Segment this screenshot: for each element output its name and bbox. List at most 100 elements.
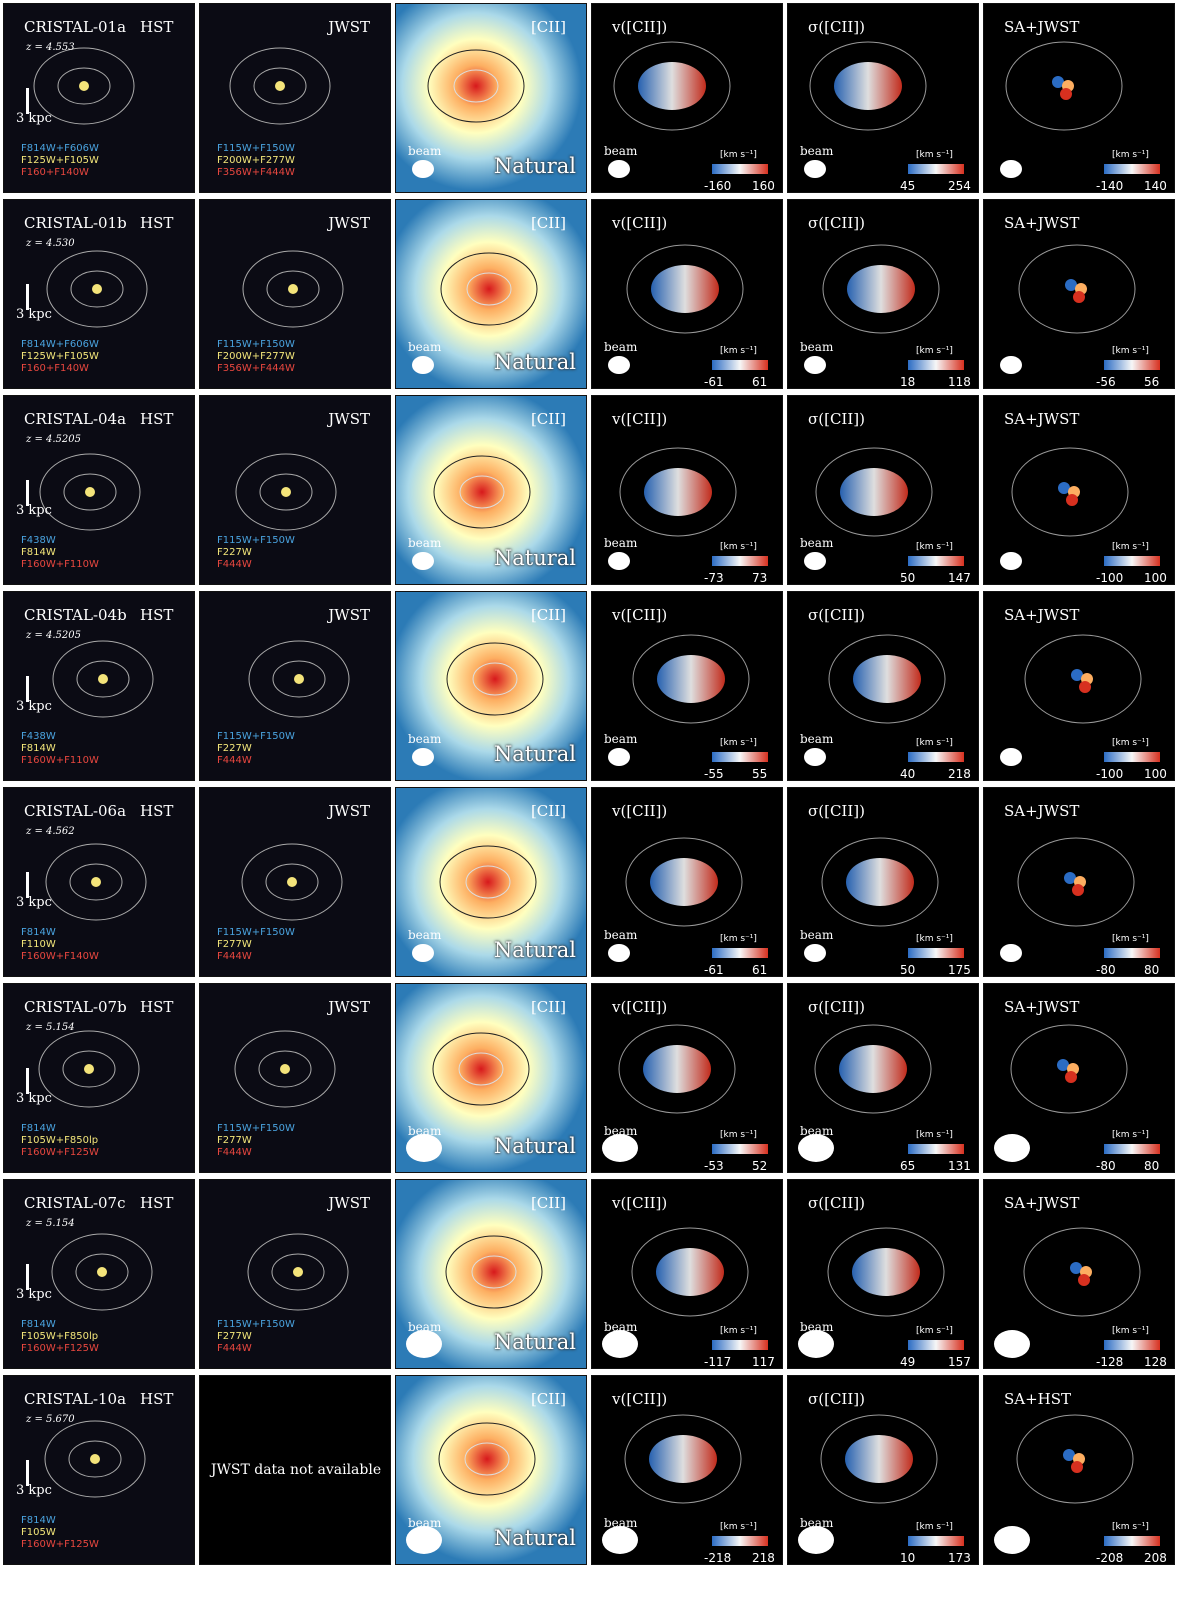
cii-panel: [CII] beam Natural: [395, 1375, 587, 1565]
beam-ellipse: [602, 1330, 638, 1358]
vel-panel: v([CII]) beam [km s⁻¹] -53 52: [591, 983, 783, 1173]
hst-map: [4, 788, 194, 976]
filter-label: F115W+F150W: [217, 1123, 295, 1134]
colorbar-unit: [km s⁻¹]: [916, 346, 953, 356]
colorbar-unit: [km s⁻¹]: [916, 738, 953, 748]
colorbar-max: 55: [752, 767, 768, 781]
colorbar: [1104, 1144, 1160, 1154]
colorbar-min: 10: [900, 1551, 916, 1565]
colorbar-max: 128: [1144, 1355, 1167, 1369]
beam-label: beam: [800, 536, 834, 550]
filter-label: F115W+F150W: [217, 927, 295, 938]
redshift: z = 4.5205: [26, 434, 81, 445]
beam-label: beam: [604, 732, 638, 746]
instrument-label: HST: [140, 998, 174, 1016]
cii-panel: [CII] beam Natural: [395, 591, 587, 781]
galaxy-name: CRISTAL-01a: [24, 18, 127, 36]
colorbar-min: -160: [704, 179, 732, 193]
instrument-label: HST: [140, 410, 174, 428]
sig-map: [788, 984, 978, 1172]
vel-panel: v([CII]) beam [km s⁻¹] -61 61: [591, 199, 783, 389]
colorbar-min: -53: [704, 1159, 724, 1173]
map-label: SA+JWST: [1004, 1194, 1080, 1212]
colorbar-unit: [km s⁻¹]: [720, 542, 757, 552]
filter-label: F444W: [217, 559, 252, 570]
filter-label: F814W: [21, 1515, 56, 1526]
hst-panel: CRISTAL-01b HST z = 4.530 3 kpc F814W+F606W F…: [3, 199, 195, 389]
beam-ellipse: [412, 748, 434, 766]
map-label: σ([CII]): [808, 606, 865, 624]
instrument-label: HST: [140, 18, 174, 36]
colorbar-min: 49: [900, 1355, 916, 1369]
colorbar-min: -128: [1096, 1355, 1124, 1369]
colorbar-max: 80: [1144, 963, 1160, 977]
map-label: SA+HST: [1004, 1390, 1072, 1408]
colorbar-min: -208: [1096, 1551, 1124, 1565]
map-label: σ([CII]): [808, 998, 865, 1016]
galaxy-name: CRISTAL-04b: [24, 606, 127, 624]
hst-panel: CRISTAL-07c HST z = 5.154 3 kpc F814W F105W+F…: [3, 1179, 195, 1369]
hst-map: [4, 396, 194, 584]
beam-ellipse: [412, 944, 434, 962]
colorbar-min: -100: [1096, 767, 1124, 781]
scale-bar: [26, 872, 29, 898]
filter-label: F444W: [217, 951, 252, 962]
beam-ellipse: [608, 748, 630, 766]
redshift: z = 5.154: [26, 1218, 75, 1229]
colorbar: [712, 556, 768, 566]
sa-panel: SA+JWST [km s⁻¹] -100 100: [983, 395, 1175, 585]
beam-label: beam: [800, 340, 834, 354]
filter-label: F110W: [21, 939, 56, 950]
beam-ellipse: [1000, 160, 1022, 178]
filter-label: F444W: [217, 755, 252, 766]
filter-label: F814W: [21, 743, 56, 754]
scale-bar-label: 3 kpc: [16, 1287, 52, 1302]
scale-bar: [26, 88, 29, 114]
filter-label: F160+F140W: [21, 363, 89, 374]
beam-label: beam: [800, 928, 834, 942]
hst-map: [4, 200, 194, 388]
colorbar-unit: [km s⁻¹]: [1112, 542, 1149, 552]
colorbar-min: -117: [704, 1355, 732, 1369]
colorbar: [1104, 1340, 1160, 1350]
colorbar-unit: [km s⁻¹]: [916, 1130, 953, 1140]
scale-bar: [26, 676, 29, 702]
galaxy-name: CRISTAL-10a: [24, 1390, 127, 1408]
galaxy-name: CRISTAL-06a: [24, 802, 127, 820]
colorbar: [1104, 948, 1160, 958]
colorbar-min: 50: [900, 571, 916, 585]
colorbar-min: -100: [1096, 571, 1124, 585]
colorbar-max: 73: [752, 571, 768, 585]
colorbar-unit: [km s⁻¹]: [1112, 346, 1149, 356]
hst-map: [4, 592, 194, 780]
no-data-message: JWST data not available: [210, 1462, 382, 1478]
instrument-label: JWST: [328, 998, 370, 1016]
beam-ellipse: [804, 552, 826, 570]
sig-panel: σ([CII]) beam [km s⁻¹] 50 175: [787, 787, 979, 977]
map-label: v([CII]): [612, 1194, 668, 1212]
instrument-label: JWST: [328, 214, 370, 232]
colorbar-unit: [km s⁻¹]: [1112, 1326, 1149, 1336]
jwst-map: [200, 788, 390, 976]
filter-label: F438W: [21, 731, 56, 742]
filter-label: F115W+F150W: [217, 535, 295, 546]
map-label: SA+JWST: [1004, 606, 1080, 624]
cii-panel: [CII] beam Natural: [395, 983, 587, 1173]
colorbar: [908, 752, 964, 762]
beam-ellipse: [412, 552, 434, 570]
jwst-panel: JWST F115W+F150W F277W F444W: [199, 983, 391, 1173]
sa-panel: SA+JWST [km s⁻¹] -80 80: [983, 787, 1175, 977]
scale-bar-label: 3 kpc: [16, 699, 52, 714]
cii-panel: [CII] beam Natural: [395, 3, 587, 193]
colorbar: [712, 360, 768, 370]
colorbar: [1104, 1536, 1160, 1546]
jwst-panel: JWST F115W+F150W F277W F444W: [199, 1179, 391, 1369]
map-label: σ([CII]): [808, 214, 865, 232]
scale-bar-label: 3 kpc: [16, 1483, 52, 1498]
filter-label: F200W+F277W: [217, 155, 295, 166]
colorbar-min: 18: [900, 375, 916, 389]
sig-map: [788, 788, 978, 976]
filter-label: F160W+F125W: [21, 1539, 99, 1550]
beam-ellipse: [406, 1526, 442, 1554]
redshift: z = 5.154: [26, 1022, 75, 1033]
